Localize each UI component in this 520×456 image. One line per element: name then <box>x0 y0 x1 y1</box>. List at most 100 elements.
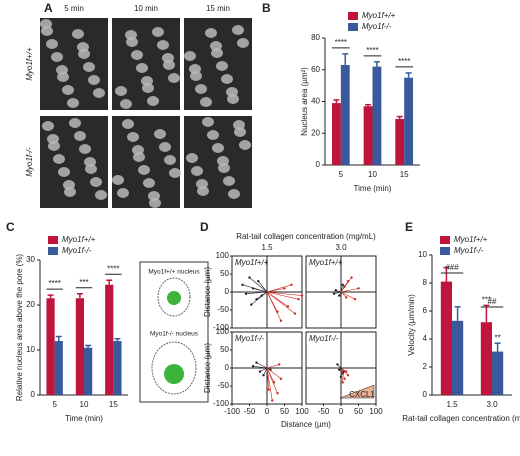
cell-image <box>200 97 212 107</box>
legend-label: Myo1f-/- <box>362 22 392 31</box>
column-label: 10 min <box>134 4 158 13</box>
track-end <box>341 381 344 384</box>
bar <box>440 281 452 395</box>
diagram-label: Myo1f+/+ nucleus <box>148 269 200 276</box>
diagram: Myo1f+/+ nucleus Myo1f-/- nucleus <box>139 261 209 403</box>
y-axis-label: Distance (µm) <box>203 267 212 317</box>
cell-image <box>218 163 230 173</box>
cell-image <box>149 198 161 208</box>
bar <box>340 64 350 165</box>
track <box>340 284 344 293</box>
x-axis-label: Time (min) <box>65 414 103 423</box>
track-end <box>346 280 350 283</box>
bar <box>480 322 492 395</box>
track <box>256 362 268 369</box>
bar <box>492 351 504 395</box>
row-label: Myo1f-/- <box>25 147 34 177</box>
y-tick-label: 0 <box>225 363 230 372</box>
bar <box>372 66 382 165</box>
y-tick-label: -100 <box>213 323 230 332</box>
column-label: 3.0 <box>335 243 347 252</box>
cell-image <box>212 143 224 153</box>
y-tick-label: -100 <box>213 399 230 408</box>
cell-image <box>133 152 145 162</box>
cell-image <box>83 62 95 72</box>
column-label: 1.5 <box>261 243 273 252</box>
subplot-label: Myo1f-/- <box>235 334 265 343</box>
annotation: CXCL1 <box>349 390 375 399</box>
track-end <box>278 363 281 366</box>
y-axis-label: Velocity (µm/min) <box>407 294 416 356</box>
track <box>266 367 278 394</box>
y-tick-label: 2 <box>423 362 428 371</box>
x-axis-label: Rat-tail collagen concentration (mg/mL) <box>402 414 520 423</box>
track <box>266 291 296 314</box>
cell-image <box>53 154 65 164</box>
cell-image <box>211 48 223 58</box>
track-end <box>342 370 345 373</box>
cell-image <box>64 187 76 197</box>
track-end <box>290 283 293 286</box>
track-end <box>353 298 357 301</box>
significance: **** <box>398 57 410 66</box>
cell-image <box>164 155 176 165</box>
track-end <box>346 374 350 377</box>
cell-image <box>191 166 203 176</box>
track-end <box>279 377 283 380</box>
cell-image <box>216 61 228 71</box>
cell-image <box>48 141 60 151</box>
track <box>242 284 268 293</box>
cell-image <box>79 144 91 154</box>
cell-image <box>122 119 134 129</box>
y-axis-label: Distance (µm) <box>203 343 212 393</box>
cell-image <box>131 50 143 60</box>
x-tick-label: -50 <box>244 407 256 416</box>
track-end <box>341 283 344 286</box>
track <box>340 281 349 293</box>
cell-image <box>127 132 139 142</box>
legend-label: Myo1f+/+ <box>62 235 96 244</box>
track-end <box>250 303 253 306</box>
track <box>266 364 280 369</box>
legend-swatch <box>440 247 450 255</box>
y-axis-label: Relative nucleus area above the pore (%) <box>15 254 24 402</box>
legend-swatch <box>348 12 358 20</box>
cell-image <box>93 88 105 98</box>
track-end <box>276 392 279 395</box>
panel-label: A <box>44 1 53 15</box>
subplot-label: Myo1f+/+ <box>235 258 269 267</box>
x-tick-label: -100 <box>224 407 241 416</box>
y-tick-label: 50 <box>220 269 229 278</box>
bar <box>84 347 93 395</box>
x-tick-label: 5 <box>52 400 57 409</box>
cell-image <box>163 60 175 70</box>
significance: **** <box>107 264 119 273</box>
y-axis-label: Nucleus area (µm²) <box>300 67 309 136</box>
x-tick-label: 10 <box>368 170 377 179</box>
y-tick-label: 40 <box>311 97 320 106</box>
significance: **** <box>48 279 60 288</box>
track-end <box>334 289 337 292</box>
cell-image <box>69 118 81 128</box>
x-tick-label: -50 <box>318 407 330 416</box>
cell-image <box>232 25 244 35</box>
x-tick-label: 0 <box>339 407 344 416</box>
track <box>266 367 282 380</box>
cell-image <box>112 175 124 185</box>
y-tick-label: 30 <box>26 255 35 264</box>
significance: *** <box>79 278 88 287</box>
cell-image <box>147 96 159 106</box>
significance: **** <box>335 38 347 47</box>
bar <box>75 298 84 395</box>
x-tick-label: 0 <box>265 407 270 416</box>
cell-image <box>143 178 155 188</box>
cell-image <box>190 71 202 81</box>
track-end <box>357 287 360 290</box>
track <box>266 367 270 390</box>
track <box>340 367 345 379</box>
significance: ### <box>445 263 459 272</box>
bar <box>113 341 122 395</box>
track-end <box>343 377 346 380</box>
cell-image <box>117 188 129 198</box>
track-end <box>338 368 341 371</box>
